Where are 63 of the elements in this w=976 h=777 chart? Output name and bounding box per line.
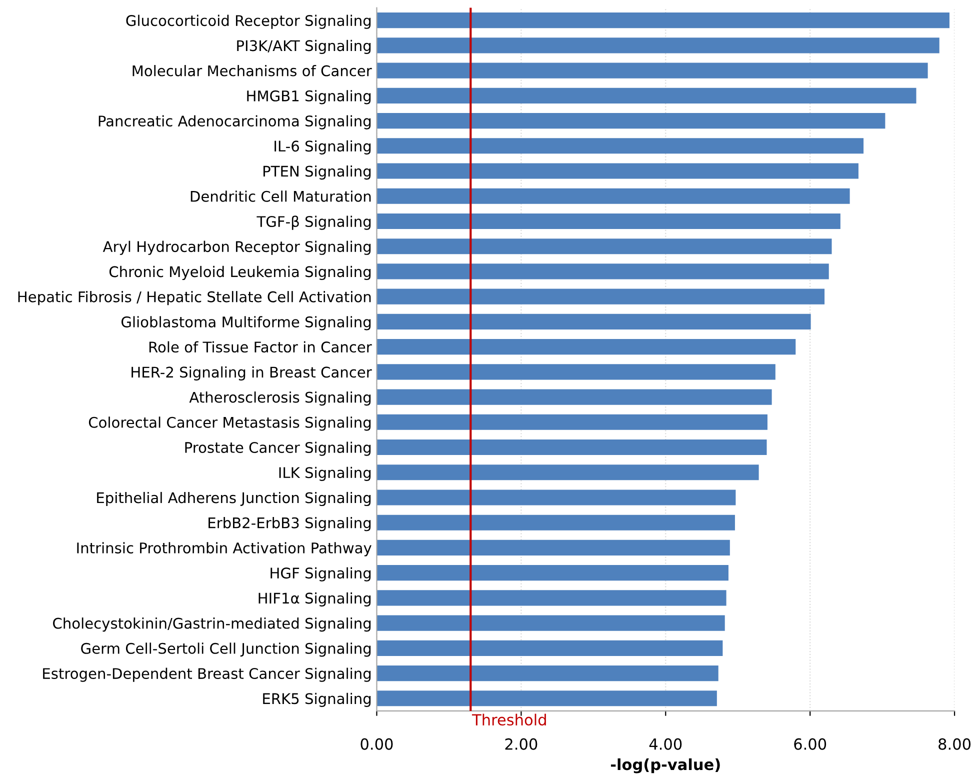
y-tick-label: Glioblastoma Multiforme Signaling [122,316,371,330]
y-tick-label: ILK Signaling [279,466,371,481]
bar [376,540,730,556]
y-tick-label: Chronic Myeloid Leukemia Signaling [109,266,371,280]
bar [376,264,829,280]
ref-line-label: Threshold [472,714,546,726]
bar [376,389,772,405]
y-tick-label: IL-6 Signaling [274,140,371,154]
y-tick-label: Glucocorticoid Receptor Signaling [126,14,371,29]
y-tick-label: TGF-β Signaling [256,216,371,230]
y-tick-label: HIF1α Signaling [258,592,371,607]
y-tick-label: Intrinsic Prothrombin Activation Pathway [77,542,372,556]
y-tick-label: Colorectal Cancer Metastasis Signaling [88,416,371,431]
y-tick-label: Prostate Cancer Signaling [185,442,371,456]
y-tick-label: HER-2 Signaling in Breast Cancer [132,366,372,380]
bar [376,62,928,78]
bar [376,238,832,254]
y-tick-label: PI3K/AKT Signaling [237,40,371,54]
bar [376,138,864,154]
y-tick-label: Hepatic Fibrosis / Hepatic Stellate Cell Activation [18,291,371,306]
y-tick-label: Germ Cell-Sertoli Cell Junction Signaling [81,642,371,657]
y-tick-label: Role of Tissue Factor in Cancer [149,341,372,353]
y-tick-label: Pancreatic Adenocarcinoma Signaling [98,115,371,130]
y-tick-label: ErbB2-ErbB3 Signaling [208,517,371,532]
y-tick-label: Epithelial Adherens Junction Signaling [97,492,371,506]
bar [376,464,759,480]
bar [376,666,718,682]
y-tick-label: ERK5 Signaling [263,692,371,707]
bar [376,690,717,706]
bar [376,514,735,530]
y-tick-label: Dendritic Cell Maturation [190,190,371,202]
bar [376,112,886,129]
y-tick-label: HMGB1 Signaling [247,90,371,104]
bar [376,615,725,631]
y-tick-label: Estrogen-Dependent Breast Cancer Signaling [43,668,371,682]
bar [376,163,858,179]
y-tick-label: Molecular Mechanisms of Cancer [132,65,372,76]
bar [376,38,940,54]
bar [376,314,811,330]
bar [376,288,825,304]
bar [376,339,796,355]
bar [376,213,840,230]
bar [376,439,767,456]
bar [376,565,728,581]
x-tick-label: 4.00 [649,738,682,750]
y-tick-label: PTEN Signaling [263,165,371,180]
bar [376,490,736,506]
x-axis-title: -log(p-value) [610,758,720,774]
x-tick-label: 6.00 [794,738,826,750]
x-tick-label: 0.00 [360,738,393,750]
bar [376,640,723,656]
bar [376,590,726,606]
x-tick-label: 2.00 [505,738,538,750]
bar [376,364,776,380]
y-tick-label: Atherosclerosis Signaling [189,391,371,406]
bar [376,88,916,104]
y-tick-label: Cholecystokinin/Gastrin-mediated Signaling [53,618,371,632]
bar [376,12,950,28]
y-tick-label: HGF Signaling [270,567,371,582]
y-tick-label: Aryl Hydrocarbon Receptor Signaling [102,240,371,255]
bar [376,188,850,204]
x-tick-label: 8.00 [938,738,971,750]
bar [376,414,768,430]
